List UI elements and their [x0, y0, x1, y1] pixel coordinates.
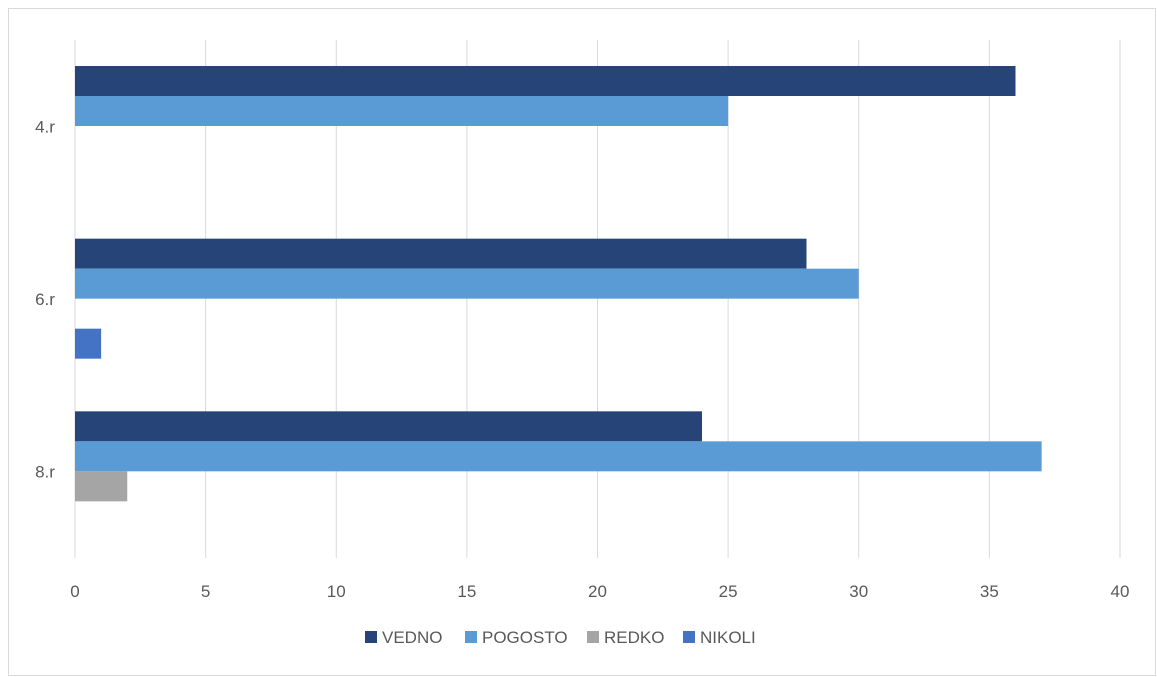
- legend-swatch-redko: [587, 631, 599, 643]
- x-tick-label: 25: [719, 582, 738, 601]
- category-label: 6.r: [35, 290, 55, 309]
- x-tick-label: 10: [327, 582, 346, 601]
- category-label: 4.r: [35, 117, 55, 136]
- x-tick-label: 20: [588, 582, 607, 601]
- category-label: 8.r: [35, 463, 55, 482]
- legend-label-redko: REDKO: [604, 628, 664, 647]
- bar-redko-8r: [75, 471, 128, 502]
- bar-vedno-6r: [75, 238, 807, 269]
- x-axis-ticks: 0 5 10 15 20 25 30 35 40: [70, 582, 1129, 601]
- legend: VEDNO POGOSTO REDKO NIKOLI: [365, 628, 756, 647]
- x-tick-label: 15: [457, 582, 476, 601]
- bar-nikoli-6r: [75, 328, 102, 359]
- bar-pogosto-8r: [75, 441, 1042, 472]
- bar-vedno-8r: [75, 411, 702, 442]
- bar-pogosto-4r: [75, 96, 729, 126]
- legend-label-pogosto: POGOSTO: [482, 628, 568, 647]
- x-tick-label: 35: [980, 582, 999, 601]
- legend-swatch-pogosto: [465, 631, 477, 643]
- legend-label-vedno: VEDNO: [382, 628, 442, 647]
- legend-swatch-vedno: [365, 631, 377, 643]
- bar-vedno-4r: [75, 66, 1016, 96]
- x-tick-label: 5: [201, 582, 210, 601]
- bar-pogosto-6r: [75, 268, 859, 299]
- x-tick-label: 30: [849, 582, 868, 601]
- category-axis: 4.r 6.r 8.r: [35, 117, 55, 481]
- x-tick-label: 40: [1111, 582, 1130, 601]
- bars: [75, 66, 1042, 502]
- legend-swatch-nikoli: [683, 631, 695, 643]
- x-tick-label: 0: [70, 582, 79, 601]
- legend-label-nikoli: NIKOLI: [700, 628, 756, 647]
